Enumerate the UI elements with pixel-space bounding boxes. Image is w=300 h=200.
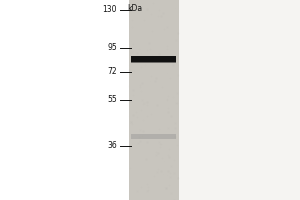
Bar bbox=[130, 134, 176, 139]
Bar bbox=[178, 0, 300, 200]
Text: 95: 95 bbox=[107, 44, 117, 52]
Text: kDa: kDa bbox=[128, 4, 142, 13]
Text: 36: 36 bbox=[107, 142, 117, 150]
Bar bbox=[0, 0, 129, 200]
Bar bbox=[130, 56, 176, 62]
Bar bbox=[130, 61, 176, 63]
Text: 130: 130 bbox=[103, 5, 117, 15]
Bar bbox=[129, 0, 178, 200]
Text: 72: 72 bbox=[107, 68, 117, 76]
Bar bbox=[129, 0, 300, 200]
Bar bbox=[130, 59, 176, 61]
Text: 55: 55 bbox=[107, 96, 117, 104]
